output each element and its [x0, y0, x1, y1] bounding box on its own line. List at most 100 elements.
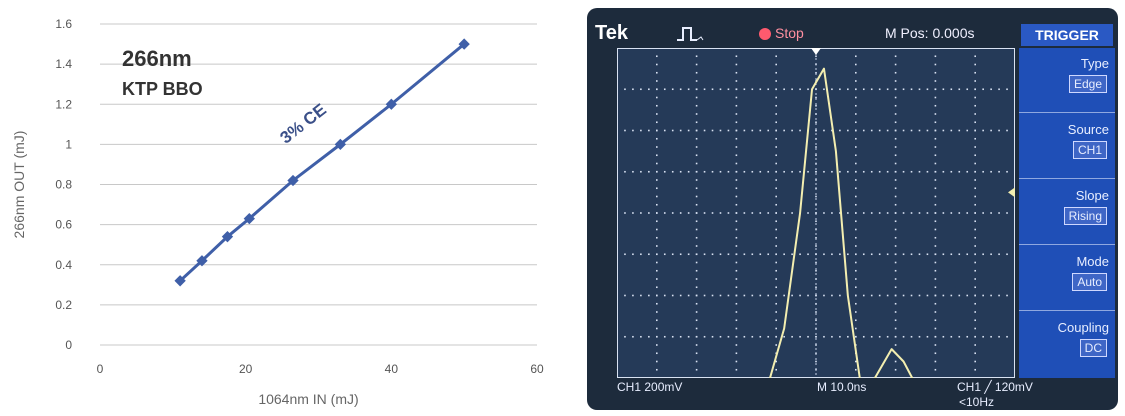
y-tick-label: 0.6	[55, 218, 72, 232]
graticule-dot	[935, 154, 937, 156]
graticule-dot	[974, 361, 976, 363]
graticule-dot	[927, 295, 929, 297]
graticule-dot	[696, 245, 698, 247]
graticule-dot	[895, 80, 897, 82]
graticule-dot	[640, 336, 642, 338]
graticule-dot	[712, 171, 714, 173]
menu-item-coupling[interactable]: Coupling DC	[1019, 312, 1115, 376]
graticule-dot	[990, 295, 992, 297]
graticule-dot	[887, 171, 889, 173]
graticule-dot	[752, 336, 754, 338]
graticule-dot	[767, 253, 769, 255]
graticule-dot	[887, 295, 889, 297]
graticule-dot	[712, 130, 714, 132]
oscilloscope-screen: Tek Stop M Pos: 0.000s TRIGGER 1 Type Ed…	[587, 8, 1118, 410]
menu-item-slope[interactable]: Slope Rising	[1019, 180, 1115, 245]
graticule-dot	[759, 212, 761, 214]
menu-item-label: Source	[1019, 122, 1109, 137]
graticule-dot	[712, 253, 714, 255]
menu-item-label: Slope	[1019, 188, 1109, 203]
graticule-dot	[624, 130, 626, 132]
graticule-dot	[728, 212, 730, 214]
graticule-dot	[775, 204, 777, 206]
graticule-dot	[783, 171, 785, 173]
graticule-dot	[815, 361, 817, 363]
graticule-dot	[974, 113, 976, 115]
graticule-dot	[855, 179, 857, 181]
graticule-dot	[958, 88, 960, 90]
graticule-dot	[966, 130, 968, 132]
graticule-dot	[895, 121, 897, 123]
graticule-dot	[951, 88, 953, 90]
graticule-dot	[879, 88, 881, 90]
graticule-dot	[863, 171, 865, 173]
graticule-dot	[990, 88, 992, 90]
graticule-dot	[903, 171, 905, 173]
graticule-dot	[951, 130, 953, 132]
graticule-dot	[974, 328, 976, 330]
graticule-dot	[656, 212, 658, 214]
graticule-dot	[974, 80, 976, 82]
graticule-dot	[696, 88, 698, 90]
graticule-dot	[895, 328, 897, 330]
graticule-dot	[783, 295, 785, 297]
menu-item-source[interactable]: Source CH1	[1019, 114, 1115, 179]
graticule-dot	[935, 64, 937, 66]
graticule-dot	[879, 212, 881, 214]
graticule-dot	[982, 295, 984, 297]
graticule-dot	[982, 88, 984, 90]
graticule-dot	[911, 88, 913, 90]
graticule-dot	[895, 171, 897, 173]
graticule-dot	[935, 212, 937, 214]
graticule-dot	[736, 319, 738, 321]
graticule-dot	[966, 171, 968, 173]
graticule-dot	[927, 336, 929, 338]
graticule-dot	[974, 72, 976, 74]
graticule-dot	[855, 303, 857, 305]
graticule-dot	[775, 187, 777, 189]
graticule-dot	[696, 369, 698, 371]
graticule-dot	[632, 171, 634, 173]
waveform-graticule: 1	[617, 48, 1015, 378]
x-tick-label: 20	[239, 362, 253, 376]
graticule-dot	[935, 278, 937, 280]
menu-item-mode[interactable]: Mode Auto	[1019, 246, 1115, 311]
scope-header: Tek Stop M Pos: 0.000s TRIGGER	[587, 8, 1118, 46]
y-axis-title: 266nm OUT (mJ)	[11, 131, 27, 239]
menu-item-type[interactable]: Type Edge	[1019, 48, 1115, 113]
graticule-dot	[935, 220, 937, 222]
graticule-dot	[720, 171, 722, 173]
graticule-dot	[855, 130, 857, 132]
graticule-dot	[752, 130, 754, 132]
graticule-dot	[775, 72, 777, 74]
graticule-dot	[943, 171, 945, 173]
graticule-dot	[656, 204, 658, 206]
graticule-dot	[974, 262, 976, 264]
graticule-dot	[736, 55, 738, 57]
graticule-dot	[775, 295, 777, 297]
graticule-dot	[752, 212, 754, 214]
graticule-dot	[775, 344, 777, 346]
graticule-dot	[974, 121, 976, 123]
graticule-dot	[696, 196, 698, 198]
graticule-dot	[815, 270, 817, 272]
graticule-dot	[895, 336, 897, 338]
graticule-dot	[720, 295, 722, 297]
graticule-dot	[895, 303, 897, 305]
graticule-dot	[982, 212, 984, 214]
graticule-dot	[783, 336, 785, 338]
graticule-dot	[935, 328, 937, 330]
graticule-dot	[799, 171, 801, 173]
graticule-dot	[688, 88, 690, 90]
graticule-dot	[935, 88, 937, 90]
graticule-dot	[696, 336, 698, 338]
graticule-dot	[696, 270, 698, 272]
graticule-dot	[696, 229, 698, 231]
graticule-dot	[791, 212, 793, 214]
graticule-dot	[656, 336, 658, 338]
graticule-dot	[720, 336, 722, 338]
graticule-dot	[775, 88, 777, 90]
graticule-dot	[823, 253, 825, 255]
graticule-dot	[855, 212, 857, 214]
graticule-dot	[847, 171, 849, 173]
